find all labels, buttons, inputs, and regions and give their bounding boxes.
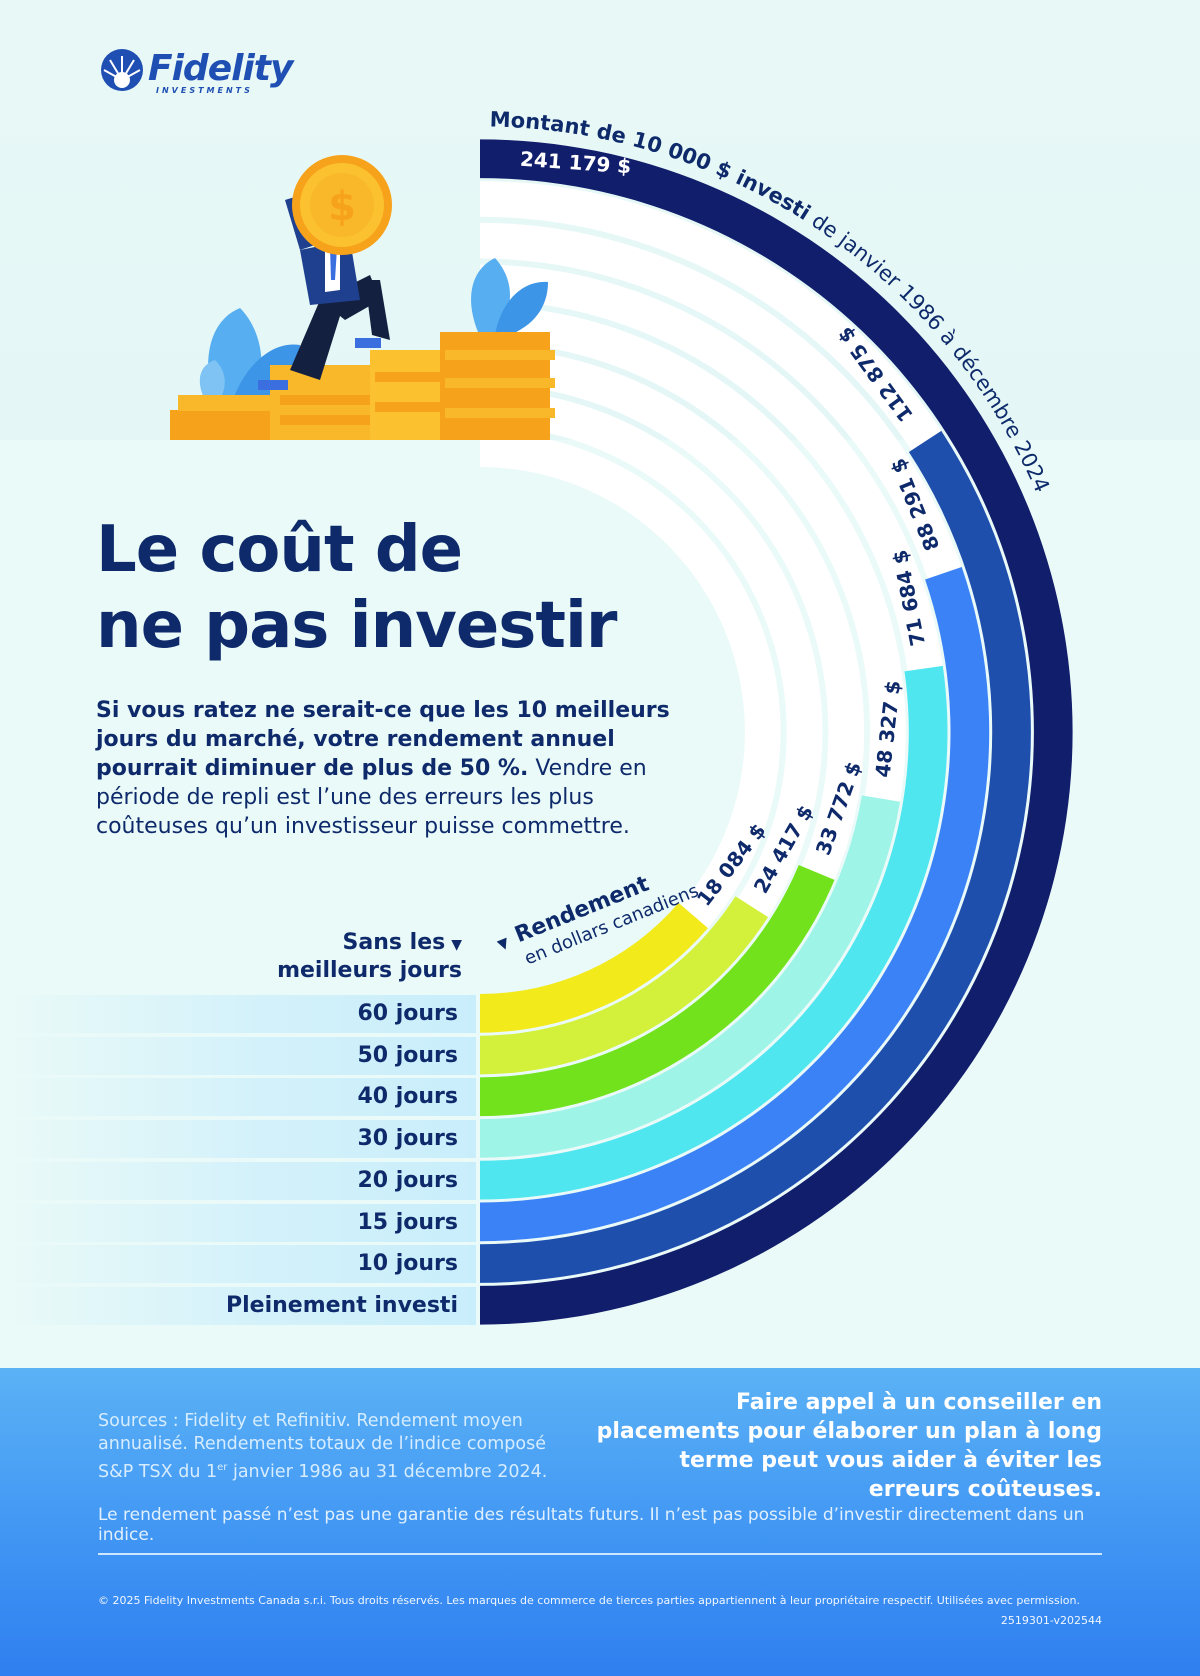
footer-divider bbox=[98, 1553, 1102, 1555]
bar-7 bbox=[480, 430, 1031, 1283]
bar-3 bbox=[480, 864, 835, 1117]
footer-disclaimer: Le rendement passé n’est pas une garanti… bbox=[98, 1505, 1085, 1545]
triangle-down-icon-2: ▼ bbox=[496, 935, 512, 954]
leaf-right-2 bbox=[495, 281, 548, 338]
fidelity-sunburst-icon bbox=[101, 49, 143, 91]
leaf-right bbox=[471, 258, 510, 335]
fidelity-logo: Fidelity INVESTMENTS bbox=[98, 46, 328, 98]
svg-text:$: $ bbox=[328, 184, 356, 230]
intro-paragraph: Si vous ratez ne serait-ce que les 10 me… bbox=[96, 696, 696, 841]
footer-background bbox=[0, 1368, 1200, 1676]
bar-4 bbox=[480, 795, 901, 1158]
coin-stacks bbox=[170, 332, 555, 440]
page-title: Le coût de ne pas investir bbox=[96, 512, 617, 664]
row-label-1: 60 jours bbox=[0, 995, 476, 1033]
footer-code: 2519301-v202544 bbox=[1000, 1614, 1102, 1627]
coin-icon: $ bbox=[292, 155, 392, 255]
brand-name: Fidelity bbox=[148, 48, 293, 89]
left-column-header: Sans les ▼ meilleurs jours bbox=[200, 930, 462, 984]
row-label-4: 30 jours bbox=[0, 1120, 476, 1159]
triangle-down-icon: ▼ bbox=[451, 937, 462, 953]
row-label-5: 20 jours bbox=[0, 1161, 476, 1200]
bar-2 bbox=[480, 896, 769, 1075]
row-label-3: 40 jours bbox=[0, 1078, 476, 1117]
intro-normal: Vendre en période de repli est l’une des… bbox=[96, 756, 647, 839]
sources-post: janvier 1986 au 31 décembre 2024. bbox=[227, 1461, 548, 1482]
footer-call-to-action: Faire appel à un conseiller en placement… bbox=[596, 1390, 1102, 1502]
bar-5 bbox=[480, 665, 948, 1200]
sources-pre: Sources : Fidelity et Refinitiv. Rendeme… bbox=[98, 1411, 546, 1482]
leaf-left-3 bbox=[199, 360, 225, 405]
footer-sources: Sources : Fidelity et Refinitiv. Rendeme… bbox=[98, 1410, 568, 1484]
title-line-1: Le coût de bbox=[96, 513, 463, 587]
leaf-left-2 bbox=[230, 344, 300, 410]
row-label-7: 10 jours bbox=[0, 1245, 476, 1284]
row-label-2: 50 jours bbox=[0, 1036, 476, 1075]
left-header-line2: meilleurs jours bbox=[277, 958, 462, 983]
row-label-8: Pleinement investi bbox=[0, 1286, 476, 1325]
sources-sup: er bbox=[217, 1462, 228, 1473]
bar-1 bbox=[480, 902, 708, 1033]
bar-8 bbox=[480, 139, 1073, 1325]
intro-bold: Si vous ratez ne serait-ce que les 10 me… bbox=[96, 698, 670, 781]
title-line-2: ne pas investir bbox=[96, 589, 617, 663]
brand-sub: INVESTMENTS bbox=[156, 86, 253, 95]
footer-copyright: © 2025 Fidelity Investments Canada s.r.i… bbox=[98, 1594, 1080, 1607]
left-header-line1: Sans les bbox=[342, 930, 446, 955]
investor-illustration: $ bbox=[170, 155, 555, 440]
row-label-6: 15 jours bbox=[0, 1203, 476, 1242]
